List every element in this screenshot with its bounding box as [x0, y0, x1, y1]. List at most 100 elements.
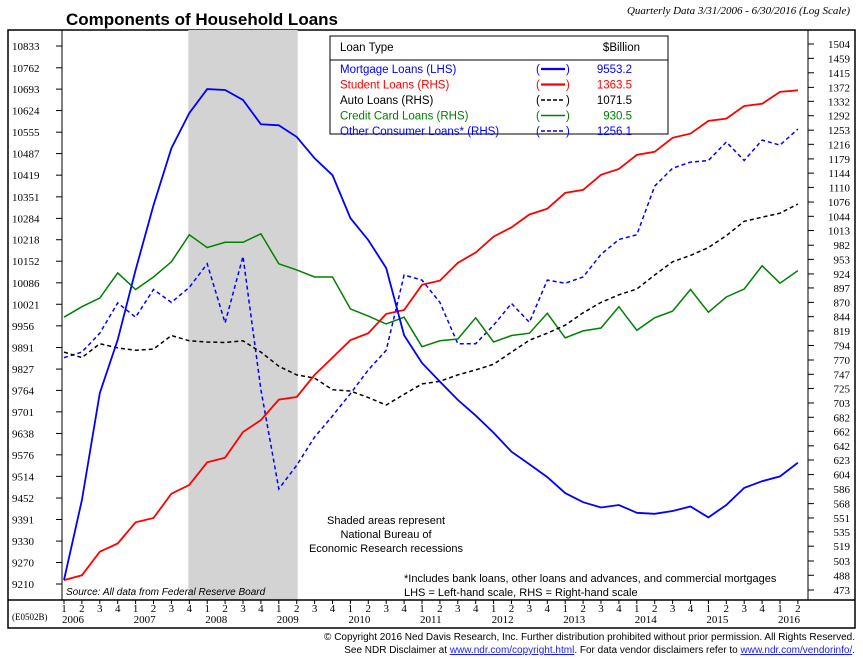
quarter-tick-label: 3	[169, 603, 175, 615]
quarter-tick-label: 2	[222, 603, 228, 615]
quarter-tick-label: 2	[580, 603, 586, 615]
left-tick-label: 10419	[12, 170, 40, 182]
copyright-link[interactable]: www.ndr.com/copyright.html	[449, 645, 575, 656]
recession-note-line: Economic Research recessions	[309, 543, 464, 555]
right-tick-label: 473	[834, 585, 851, 597]
legend-header-value: $Billion	[603, 42, 640, 54]
right-tick-label: 844	[834, 312, 851, 324]
right-tick-label: 682	[834, 412, 851, 424]
quarter-tick-label: 3	[741, 603, 747, 615]
legend-paren-close: )	[566, 64, 570, 76]
quarter-tick-label: 2	[294, 603, 300, 615]
scale-note: LHS = Left-hand scale, RHS = Right-hand …	[404, 587, 638, 599]
legend-paren-close: )	[566, 80, 570, 92]
legend-paren-close: )	[566, 95, 570, 107]
left-tick-label: 9576	[12, 450, 35, 462]
left-tick-label: 10086	[12, 278, 40, 290]
left-tick-label: 9827	[12, 364, 35, 376]
quarter-tick-label: 2	[151, 603, 157, 615]
quarter-tick-label: 1	[348, 603, 354, 615]
quarter-tick-label: 3	[455, 603, 461, 615]
quarter-tick-label: 4	[115, 603, 121, 615]
left-tick-label: 10555	[12, 127, 40, 139]
recession-note-line: Shaded areas represent	[327, 515, 445, 527]
right-tick-label: 623	[834, 455, 851, 467]
quarter-tick-label: 1	[419, 603, 425, 615]
right-tick-label: 725	[834, 383, 851, 395]
right-tick-label: 519	[834, 541, 851, 553]
legend-value: 1256.1	[597, 126, 632, 138]
legend-paren-close: )	[566, 126, 570, 138]
legend-paren-open: (	[536, 64, 540, 76]
quarter-tick-label: 4	[616, 603, 622, 615]
legend-paren-open: (	[536, 95, 540, 107]
left-tick-label: 9391	[12, 514, 34, 526]
quarter-tick-label: 2	[437, 603, 443, 615]
left-axis-ticks: 10833 10762 10693 10624 10555 10487 10419 10351…	[12, 41, 62, 591]
year-label: 2016	[778, 614, 801, 626]
quarter-tick-label: 1	[706, 603, 712, 615]
right-tick-label: 662	[834, 426, 851, 438]
source-note: Source: All data from Federal Reserve Bo…	[66, 587, 266, 598]
year-label: 2009	[277, 614, 300, 626]
quarter-tick-label: 2	[509, 603, 515, 615]
legend-item: Student Loans (RHS) () 1363.5	[340, 80, 632, 92]
year-label: 2007	[134, 614, 157, 626]
left-tick-label: 9956	[12, 321, 35, 333]
right-tick-label: 568	[834, 499, 851, 511]
quarter-tick-label: 2	[795, 603, 801, 615]
right-tick-label: 1504	[828, 39, 851, 51]
year-label: 2010	[348, 614, 371, 626]
legend-value: 1363.5	[597, 80, 632, 92]
right-tick-label: 819	[834, 326, 851, 338]
quarter-tick-label: 1	[777, 603, 783, 615]
quarter-tick-label: 4	[688, 603, 694, 615]
quarter-tick-label: 4	[187, 603, 193, 615]
chart-frame	[7, 29, 856, 629]
quarter-tick-label: 2	[79, 603, 85, 615]
year-label: 2015	[706, 614, 729, 626]
legend-item: Mortgage Loans (LHS) () 9553.2	[340, 64, 632, 76]
legend: Loan Type $Billion Mortgage Loans (LHS) (…	[329, 35, 669, 138]
legend-item: Auto Loans (RHS) () 1071.5	[340, 95, 632, 107]
quarter-tick-label: 1	[562, 603, 568, 615]
legend-label: Auto Loans (RHS)	[340, 95, 433, 107]
recession-note: Shaded areas represent National Bureau o…	[309, 515, 464, 555]
series-line-auto	[63, 203, 799, 406]
right-tick-label: 1459	[828, 53, 851, 65]
legend-paren-open: (	[536, 126, 540, 138]
chart-code: (E0502B)	[12, 612, 48, 622]
legend-value: 9553.2	[597, 64, 632, 76]
legend-label: Other Consumer Loans* (RHS)	[340, 126, 499, 138]
series-lines	[63, 88, 799, 581]
recession-shade	[188, 30, 298, 600]
right-tick-label: 503	[834, 556, 851, 568]
year-label: 2012	[492, 614, 514, 626]
left-tick-label: 10487	[12, 149, 40, 161]
left-tick-label: 9210	[12, 579, 35, 591]
right-tick-label: 1332	[828, 96, 850, 108]
quarter-tick-label: 4	[759, 603, 765, 615]
right-tick-label: 1292	[828, 111, 850, 123]
legend-paren-open: (	[536, 111, 540, 123]
series-line-mortgage	[63, 88, 799, 581]
right-tick-label: 1110	[829, 182, 851, 194]
right-tick-label: 982	[834, 240, 851, 252]
right-tick-label: 1415	[828, 68, 851, 80]
quarter-tick-label: 4	[473, 603, 479, 615]
year-label: 2008	[205, 614, 228, 626]
quarter-tick-label: 3	[240, 603, 246, 615]
right-tick-label: 1216	[828, 139, 851, 151]
right-tick-label: 794	[834, 341, 851, 353]
vendorinfo-link[interactable]: www.ndr.com/vendorinfo/	[740, 645, 853, 656]
chart-subtitle: Quarterly Data 3/31/2006 - 6/30/2016 (Lo…	[627, 5, 850, 17]
right-tick-label: 924	[834, 269, 851, 281]
right-tick-label: 535	[834, 527, 851, 539]
left-tick-label: 9701	[12, 407, 34, 419]
right-axis-ticks: 1504 1459 1415 1372 1332 1292 1253 1216 1179 1144…	[808, 39, 851, 597]
left-tick-label: 10624	[12, 106, 40, 118]
quarter-tick-label: 3	[312, 603, 318, 615]
copyright: © Copyright 2016 Ned Davis Research, Inc…	[324, 632, 855, 643]
legend-paren-open: (	[536, 80, 540, 92]
left-tick-label: 10833	[12, 41, 40, 53]
